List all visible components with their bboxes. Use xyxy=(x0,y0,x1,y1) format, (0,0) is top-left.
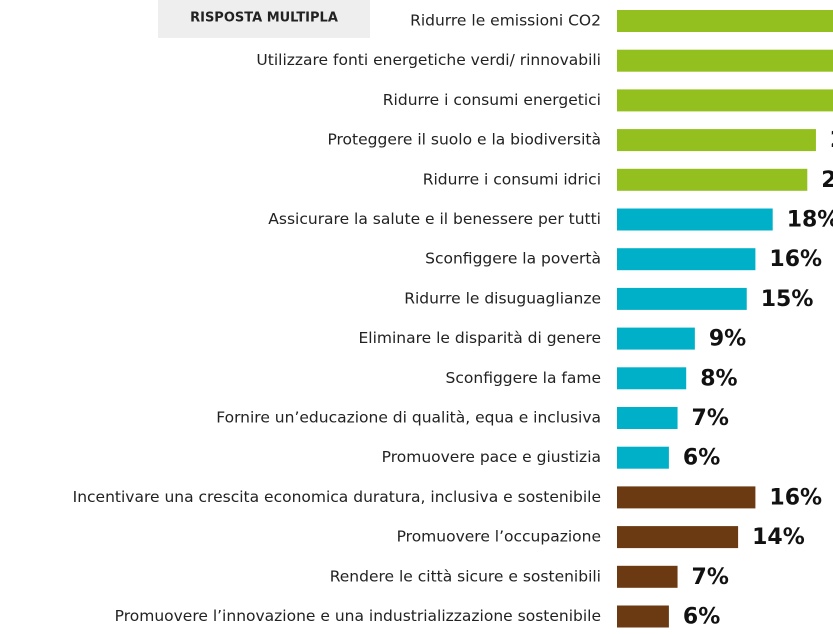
bar xyxy=(617,327,695,350)
category-label: Ridurre le disuguaglianze xyxy=(404,289,601,307)
bar xyxy=(617,486,756,509)
value-label: 16% xyxy=(769,485,822,510)
value-label: 9% xyxy=(709,327,746,352)
category-label: Fornire un’educazione di qualità, equa e… xyxy=(216,409,601,427)
bar xyxy=(617,287,747,310)
bar xyxy=(617,367,687,390)
bar xyxy=(617,605,669,628)
bar xyxy=(617,10,833,32)
category-label: Rendere le città sicure e sostenibili xyxy=(330,567,601,585)
category-label: Incentivare una crescita economica durat… xyxy=(73,488,601,506)
bar xyxy=(617,446,669,469)
category-label: Proteggere il suolo e la biodiversità xyxy=(327,131,601,149)
value-label: 15% xyxy=(761,287,814,312)
bar xyxy=(617,49,833,72)
note-text: RISPOSTA MULTIPLA xyxy=(190,11,338,26)
bar xyxy=(617,565,678,588)
value-label: 7% xyxy=(692,406,729,431)
value-label: 14% xyxy=(752,525,805,550)
category-label: Sconfiggere la fame xyxy=(446,369,601,387)
value-label: 8% xyxy=(700,366,737,391)
value-label: 22% xyxy=(821,168,833,193)
bar xyxy=(617,168,808,191)
value-label: 18% xyxy=(787,208,833,233)
category-label: Ridurre le emissioni CO2 xyxy=(410,12,601,30)
category-label: Promuovere l’innovazione e una industria… xyxy=(115,607,601,625)
bar xyxy=(617,129,816,152)
category-label: Assicurare la salute e il benessere per … xyxy=(268,210,601,228)
value-label: 16% xyxy=(769,247,822,272)
bar xyxy=(617,526,739,549)
note-box xyxy=(158,0,370,38)
category-label: Utilizzare fonti energetiche verdi/ rinn… xyxy=(256,51,601,69)
category-label: Eliminare le disparità di genere xyxy=(358,329,601,347)
value-label: 6% xyxy=(683,605,720,630)
category-label: Ridurre i consumi energetici xyxy=(383,91,601,109)
value-label: 23% xyxy=(830,128,833,153)
category-label: Promuovere l’occupazione xyxy=(397,528,601,546)
bar xyxy=(617,407,678,429)
bar xyxy=(617,248,756,271)
category-label: Sconfiggere la povertà xyxy=(425,250,601,268)
value-label: 7% xyxy=(692,565,729,590)
bar xyxy=(617,208,773,231)
category-label: Ridurre i consumi idrici xyxy=(423,170,601,188)
value-label: 6% xyxy=(683,446,720,471)
category-label: Promuovere pace e giustizia xyxy=(382,448,601,466)
bar xyxy=(617,89,833,112)
